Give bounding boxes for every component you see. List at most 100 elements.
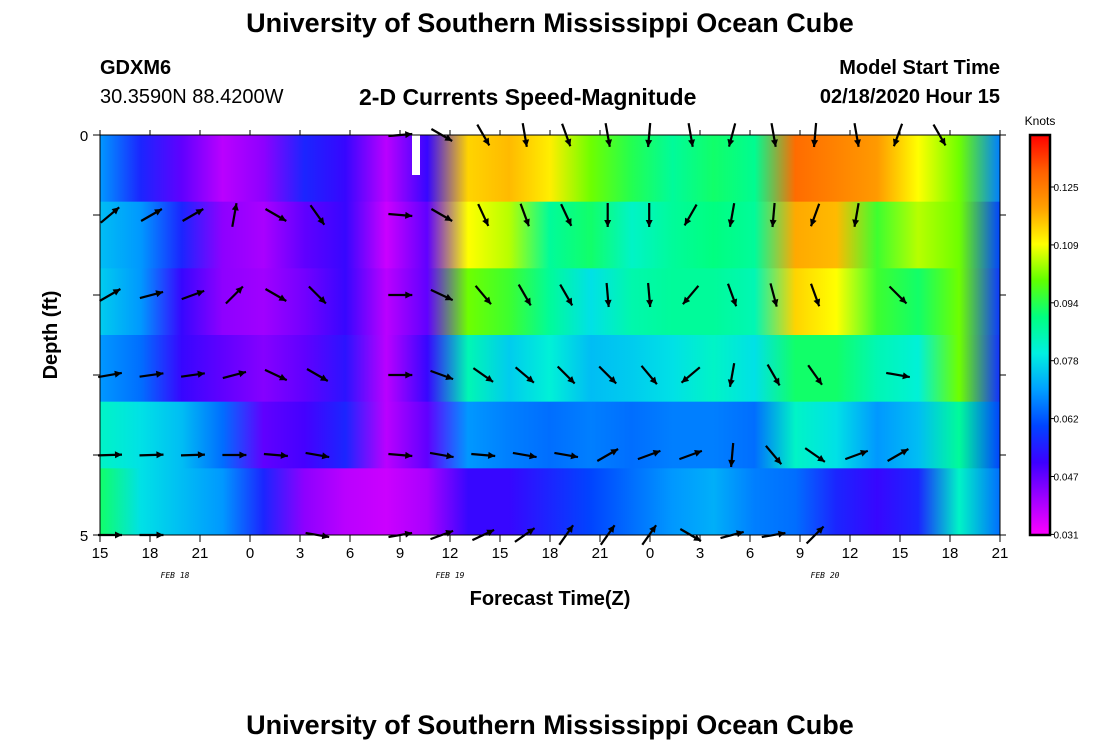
- x-tick-label: 21: [192, 545, 209, 562]
- colorbar-tick-label: 0.125: [1053, 183, 1078, 194]
- current-arrow: [556, 365, 576, 385]
- current-arrow: [598, 365, 617, 385]
- current-arrow: [683, 204, 698, 226]
- colorbar-tick-label: 0.047: [1053, 473, 1078, 484]
- current-arrow: [139, 370, 164, 378]
- current-arrow: [388, 211, 413, 219]
- date-label: FEB 18: [161, 571, 190, 580]
- heatmap-row: [100, 335, 1000, 403]
- current-arrow: [517, 284, 532, 306]
- current-arrow: [306, 368, 329, 382]
- colorbar-tick-label: 0.062: [1053, 415, 1078, 426]
- current-arrow: [180, 370, 205, 378]
- heatmap-row: [100, 468, 1000, 536]
- current-arrow: [100, 206, 120, 224]
- x-tick-label: 12: [842, 545, 859, 562]
- x-tick-label: 18: [942, 545, 959, 562]
- data-gap-mark: [412, 135, 420, 175]
- current-arrow: [305, 451, 330, 460]
- heatmap-row: [100, 135, 1000, 203]
- current-arrow: [264, 288, 287, 302]
- current-arrow: [809, 283, 821, 307]
- current-arrow: [807, 364, 823, 386]
- colorbar-unit: Knots: [1025, 114, 1056, 128]
- x-tick-label: 21: [592, 545, 609, 562]
- current-arrow: [604, 282, 612, 308]
- current-arrow: [560, 203, 573, 227]
- date-label: FEB 19: [436, 571, 465, 580]
- current-arrow: [222, 370, 247, 380]
- footer-title: University of Southern Mississippi Ocean…: [246, 710, 854, 740]
- current-arrow: [309, 204, 326, 226]
- current-arrow: [519, 203, 530, 227]
- current-arrow: [471, 451, 496, 459]
- current-arrow: [388, 371, 413, 379]
- x-tick-label: 3: [696, 545, 704, 562]
- date-label: FEB 20: [811, 571, 840, 580]
- current-arrow: [477, 203, 490, 227]
- x-tick-label: 15: [92, 545, 109, 562]
- chart-title: 2-D Currents Speed-Magnitude: [359, 84, 697, 110]
- current-arrow: [596, 448, 619, 462]
- model-start-label: Model Start Time: [839, 57, 1000, 79]
- current-arrow: [804, 447, 826, 463]
- current-arrow: [682, 285, 700, 305]
- current-arrow: [429, 451, 454, 460]
- current-arrow: [769, 283, 779, 307]
- current-arrow: [231, 203, 239, 227]
- y-tick-label: 5: [80, 528, 88, 545]
- x-tick-label: 0: [646, 545, 654, 562]
- station-location: 30.3590N 88.4200W: [100, 86, 284, 108]
- current-arrow: [637, 449, 661, 461]
- colorbar-tick-label: 0.109: [1053, 241, 1078, 252]
- current-arrow: [645, 203, 653, 227]
- x-tick-label: 12: [442, 545, 459, 562]
- current-arrow: [887, 448, 909, 462]
- current-arrow: [766, 364, 781, 386]
- station-id: GDXM6: [100, 57, 172, 79]
- current-arrow: [559, 284, 574, 306]
- heatmap-row: [100, 401, 1000, 469]
- x-tick-label: 18: [542, 545, 559, 562]
- current-arrow: [679, 449, 703, 461]
- current-arrow: [646, 282, 654, 308]
- current-arrow: [886, 371, 910, 380]
- current-arrow: [264, 368, 288, 382]
- current-arrow: [388, 451, 413, 459]
- x-tick-label: 15: [892, 545, 909, 562]
- current-arrow: [388, 291, 413, 299]
- current-arrow: [430, 369, 454, 381]
- heatmap-row: [100, 268, 1000, 336]
- current-arrow: [263, 451, 288, 459]
- current-arrow: [264, 208, 287, 222]
- colorbar-tick-label: 0.094: [1053, 299, 1078, 310]
- current-arrow: [99, 288, 121, 302]
- x-tick-label: 15: [492, 545, 509, 562]
- colorbar: [1028, 133, 1052, 537]
- current-arrow: [139, 451, 164, 459]
- current-arrow: [512, 451, 537, 460]
- x-tick-label: 0: [246, 545, 254, 562]
- current-arrow: [430, 208, 453, 222]
- current-arrow: [308, 285, 327, 305]
- page-title: University of Southern Mississippi Ocean…: [246, 8, 854, 38]
- current-arrow: [809, 203, 821, 227]
- x-tick-label: 18: [142, 545, 159, 562]
- current-arrow: [852, 203, 860, 227]
- current-arrow: [180, 451, 205, 459]
- y-axis-label: Depth (ft): [40, 291, 62, 380]
- current-arrow: [844, 449, 869, 461]
- current-arrow: [472, 367, 494, 383]
- colorbar-tick-label: 0.078: [1053, 357, 1078, 368]
- current-arrow: [225, 285, 244, 305]
- x-tick-label: 3: [296, 545, 304, 562]
- x-tick-label: 9: [796, 545, 804, 562]
- current-arrow: [140, 208, 163, 222]
- y-tick-label: 0: [80, 128, 88, 145]
- x-tick-label: 6: [746, 545, 754, 562]
- colorbar-tick-label: 0.031: [1053, 530, 1078, 541]
- current-arrow: [640, 365, 658, 385]
- heatmap-row: [100, 201, 1000, 269]
- current-arrow: [728, 442, 736, 468]
- x-axis-label: Forecast Time(Z): [470, 588, 631, 610]
